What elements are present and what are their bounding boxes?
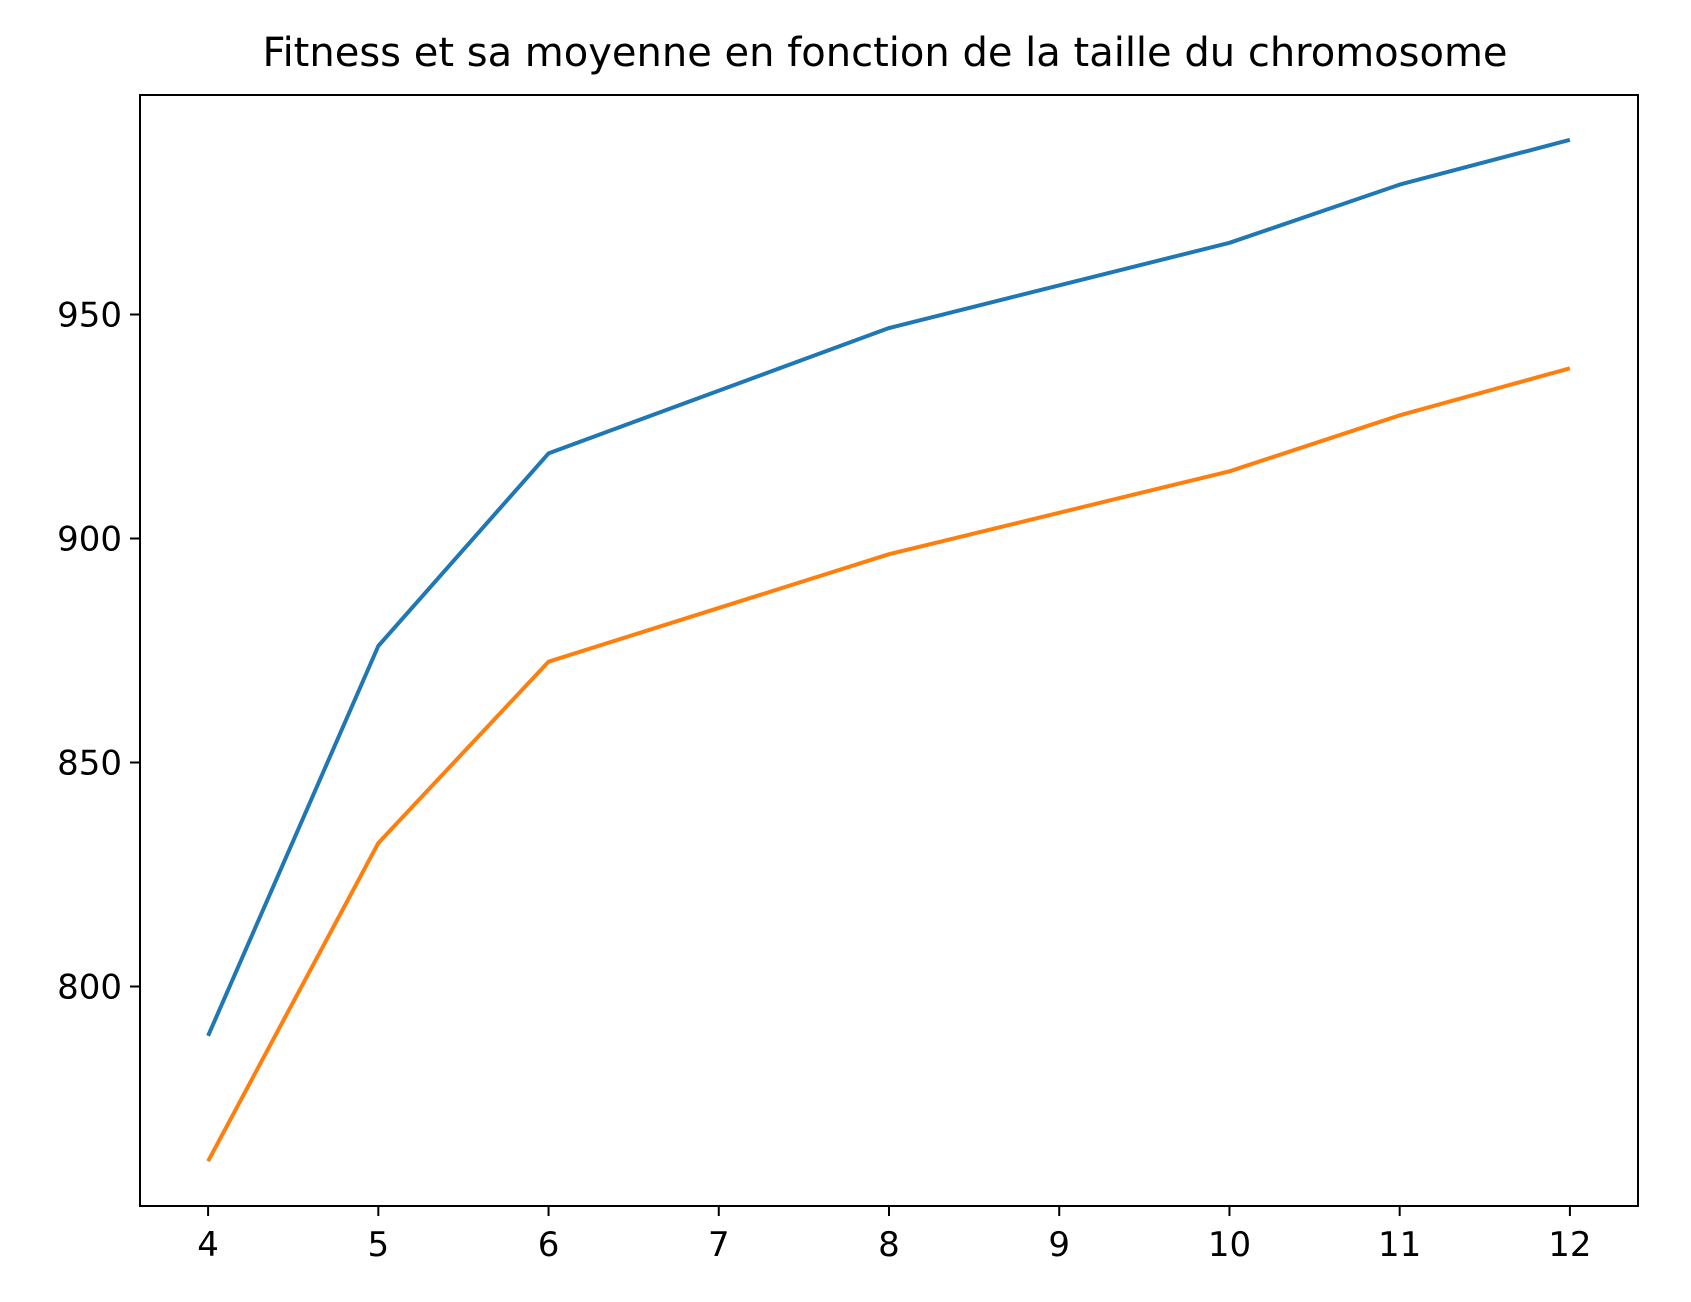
x-tick-label: 8 (878, 1225, 900, 1265)
y-axis: 800 850 900 950 (57, 296, 140, 1007)
x-tick-label: 11 (1378, 1225, 1421, 1265)
series-line-1 (206, 137, 1571, 1037)
series-line-2 (206, 366, 1571, 1163)
plot-area-frame (139, 94, 1639, 1207)
series-layer (206, 137, 1571, 1163)
chart-title: Fitness et sa moyenne en fonction de la … (262, 30, 1507, 76)
x-tick-label: 9 (1048, 1225, 1070, 1265)
x-tick-label: 7 (708, 1225, 730, 1265)
x-tick-label: 6 (538, 1225, 560, 1265)
y-tick-label: 850 (57, 743, 122, 783)
x-tick-label: 10 (1208, 1225, 1251, 1265)
y-tick-label: 800 (57, 967, 122, 1007)
x-axis: 4 5 6 7 8 9 10 11 12 (197, 1206, 1592, 1265)
y-tick-label: 900 (57, 520, 122, 560)
x-tick-label: 12 (1548, 1225, 1591, 1265)
x-tick-label: 5 (367, 1225, 389, 1265)
x-tick-label: 4 (197, 1225, 219, 1265)
y-tick-label: 950 (57, 296, 122, 336)
